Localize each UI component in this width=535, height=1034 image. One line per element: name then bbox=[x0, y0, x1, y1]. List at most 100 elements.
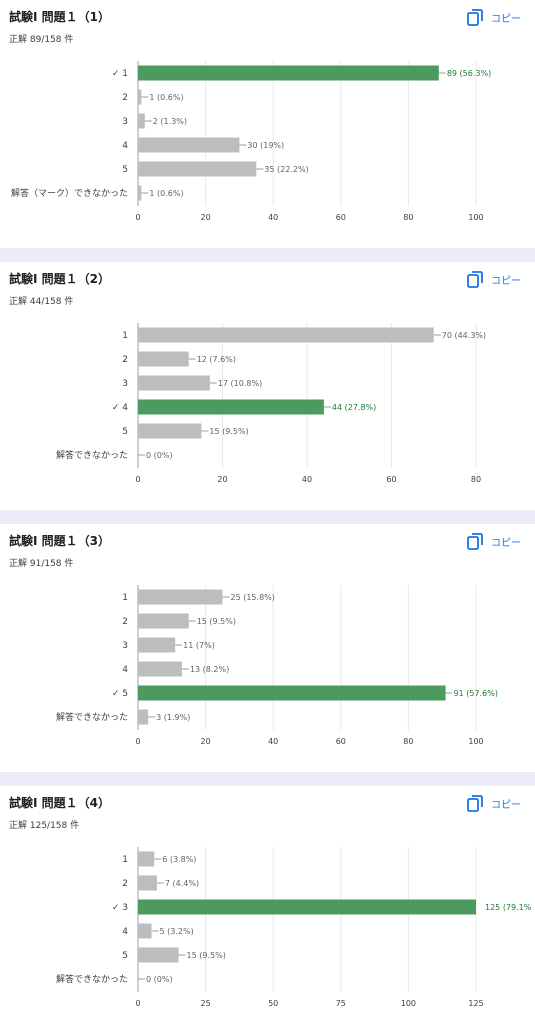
category-label: 4 bbox=[122, 927, 128, 937]
data-label: 44 (27.8%) bbox=[332, 403, 376, 412]
data-label: 1 (0.6%) bbox=[149, 189, 183, 198]
x-tick-label: 100 bbox=[468, 213, 483, 222]
data-label: 5 (3.2%) bbox=[160, 927, 194, 936]
data-label: 15 (9.5%) bbox=[187, 951, 226, 960]
x-tick-label: 40 bbox=[302, 475, 312, 484]
bar bbox=[138, 875, 157, 891]
data-label: 13 (8.2%) bbox=[190, 665, 229, 674]
data-label: 6 (3.8%) bbox=[162, 855, 196, 864]
category-label: 2 bbox=[122, 617, 128, 627]
bar-correct bbox=[138, 65, 439, 81]
copy-icon bbox=[467, 270, 483, 288]
copy-button[interactable]: コピー bbox=[467, 793, 521, 813]
x-tick-label: 60 bbox=[336, 737, 346, 746]
category-label: 解答（マーク）できなかった bbox=[11, 187, 128, 199]
x-tick-label: 60 bbox=[386, 475, 396, 484]
x-tick-label: 75 bbox=[336, 999, 346, 1008]
x-tick-label: 100 bbox=[401, 999, 416, 1008]
category-label: 4 bbox=[122, 141, 128, 151]
category-label: 5 bbox=[122, 427, 128, 437]
data-label: 0 (0%) bbox=[146, 451, 173, 460]
data-label: 125 (79.1% bbox=[485, 903, 532, 912]
x-tick-label: 80 bbox=[471, 475, 481, 484]
copy-label: コピー bbox=[491, 275, 521, 287]
data-label: 2 (1.3%) bbox=[153, 117, 187, 126]
bar bbox=[138, 709, 149, 725]
data-label: 17 (10.8%) bbox=[218, 379, 262, 388]
data-label: 35 (22.2%) bbox=[264, 165, 308, 174]
correct-count: 正解 125/158 件 bbox=[9, 821, 80, 831]
category-label: 5 bbox=[122, 165, 128, 175]
copy-label: コピー bbox=[491, 13, 521, 25]
bar bbox=[138, 89, 142, 105]
x-tick-label: 80 bbox=[403, 737, 413, 746]
x-tick-label: 20 bbox=[217, 475, 227, 484]
data-label: 25 (15.8%) bbox=[231, 593, 275, 602]
category-label: 解答できなかった bbox=[56, 973, 128, 985]
bar bbox=[138, 851, 155, 867]
bar bbox=[138, 613, 189, 629]
x-tick-label: 50 bbox=[268, 999, 278, 1008]
category-label: ✓ 5 bbox=[112, 689, 128, 699]
bar bbox=[138, 185, 142, 201]
data-label: 30 (19%) bbox=[247, 141, 284, 150]
copy-button[interactable]: コピー bbox=[467, 269, 521, 289]
x-tick-label: 100 bbox=[468, 737, 483, 746]
x-tick-label: 40 bbox=[268, 213, 278, 222]
x-tick-label: 20 bbox=[201, 213, 211, 222]
data-label: 1 (0.6%) bbox=[149, 93, 183, 102]
bar bbox=[138, 661, 182, 677]
data-label: 3 (1.9%) bbox=[156, 713, 190, 722]
bar-correct bbox=[138, 399, 324, 415]
question-card: 0 20 40 60 80 100 ✓ 1 89 (56.3%) 2 1 (0.6%) 3 2 (1.… bbox=[0, 0, 535, 248]
x-tick-label: 0 bbox=[135, 737, 140, 746]
copy-button[interactable]: コピー bbox=[467, 531, 521, 551]
category-label: 1 bbox=[122, 593, 128, 603]
bar bbox=[138, 375, 210, 391]
data-label: 11 (7%) bbox=[183, 641, 215, 650]
x-tick-label: 0 bbox=[135, 999, 140, 1008]
category-label: 3 bbox=[122, 379, 128, 389]
correct-count: 正解 91/158 件 bbox=[9, 559, 74, 569]
card-title: 試験Ⅰ 問題１（2） bbox=[9, 272, 110, 286]
bar bbox=[138, 113, 145, 129]
bar-chart: 0 20 40 60 80 100 1 25 (15.8%) 2 15 (9.5%) 3 11 (7%… bbox=[56, 585, 498, 746]
data-label: 0 (0%) bbox=[146, 975, 173, 984]
data-label: 7 (4.4%) bbox=[165, 879, 199, 888]
copy-icon bbox=[467, 8, 483, 26]
category-label: 解答できなかった bbox=[56, 449, 128, 461]
category-label: ✓ 1 bbox=[112, 69, 128, 79]
bar bbox=[138, 351, 189, 367]
copy-button[interactable]: コピー bbox=[467, 7, 521, 27]
category-label: 5 bbox=[122, 951, 128, 961]
x-tick-label: 60 bbox=[336, 213, 346, 222]
x-tick-label: 20 bbox=[201, 737, 211, 746]
data-label: 91 (57.6%) bbox=[454, 689, 498, 698]
correct-count: 正解 44/158 件 bbox=[9, 297, 74, 307]
card-title: 試験Ⅰ 問題１（1） bbox=[9, 10, 110, 24]
category-label: ✓ 4 bbox=[112, 403, 128, 413]
copy-icon bbox=[467, 794, 483, 812]
bar bbox=[138, 327, 434, 343]
copy-icon bbox=[467, 532, 483, 550]
correct-count: 正解 89/158 件 bbox=[9, 35, 74, 45]
x-tick-label: 40 bbox=[268, 737, 278, 746]
bar bbox=[138, 137, 240, 153]
data-label: 15 (9.5%) bbox=[209, 427, 248, 436]
x-tick-label: 125 bbox=[468, 999, 483, 1008]
x-tick-label: 0 bbox=[135, 475, 140, 484]
bar bbox=[138, 637, 176, 653]
bar bbox=[138, 947, 179, 963]
category-label: 4 bbox=[122, 665, 128, 675]
question-card: 0 20 40 60 80 1 70 (44.3%) 2 12 (7.6%) 3 17 (10.8%… bbox=[0, 262, 535, 510]
category-label: 3 bbox=[122, 117, 128, 127]
bar-chart: 0 20 40 60 80 1 70 (44.3%) 2 12 (7.6%) 3 17 (10.8%… bbox=[56, 323, 486, 484]
bar-chart: 0 20 40 60 80 100 ✓ 1 89 (56.3%) 2 1 (0.6%) 3 2 (1.… bbox=[11, 61, 491, 222]
bar bbox=[138, 923, 152, 939]
x-tick-label: 80 bbox=[403, 213, 413, 222]
data-label: 15 (9.5%) bbox=[197, 617, 236, 626]
category-label: 2 bbox=[122, 355, 128, 365]
category-label: ✓ 3 bbox=[112, 903, 128, 913]
card-title: 試験Ⅰ 問題１（4） bbox=[9, 796, 110, 810]
copy-label: コピー bbox=[491, 537, 521, 549]
